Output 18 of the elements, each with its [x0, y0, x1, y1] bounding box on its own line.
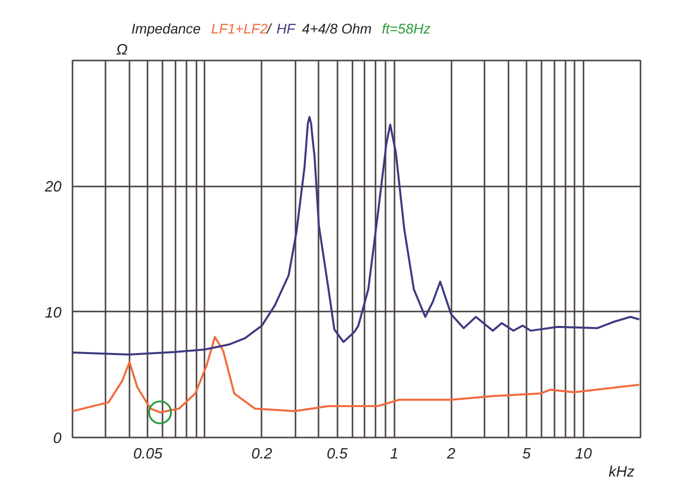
x-tick-label: 1 [390, 446, 398, 462]
chart-title: Impedance [131, 20, 201, 36]
x-tick-label: 0.05 [133, 446, 164, 462]
y-axis-title: Ω [116, 42, 128, 58]
y-tick-label: 0 [53, 430, 62, 447]
x-tick-label: 5 [522, 446, 532, 462]
x-tick-label: 0.2 [251, 446, 273, 462]
text: / [266, 20, 274, 36]
y-tick-label: 10 [44, 304, 62, 322]
text: LF1+LF2 [211, 20, 268, 36]
x-tick-label: 10 [575, 446, 593, 462]
x-tick-label: 2 [446, 446, 456, 462]
text: HF [276, 20, 297, 36]
x-axis-title: kHz [608, 464, 635, 480]
text: ft=58Hz [382, 20, 430, 36]
y-tick-label: 20 [44, 178, 62, 196]
x-tick-label: 0.5 [326, 446, 348, 462]
text: 4+4/8 Ohm [302, 20, 372, 36]
